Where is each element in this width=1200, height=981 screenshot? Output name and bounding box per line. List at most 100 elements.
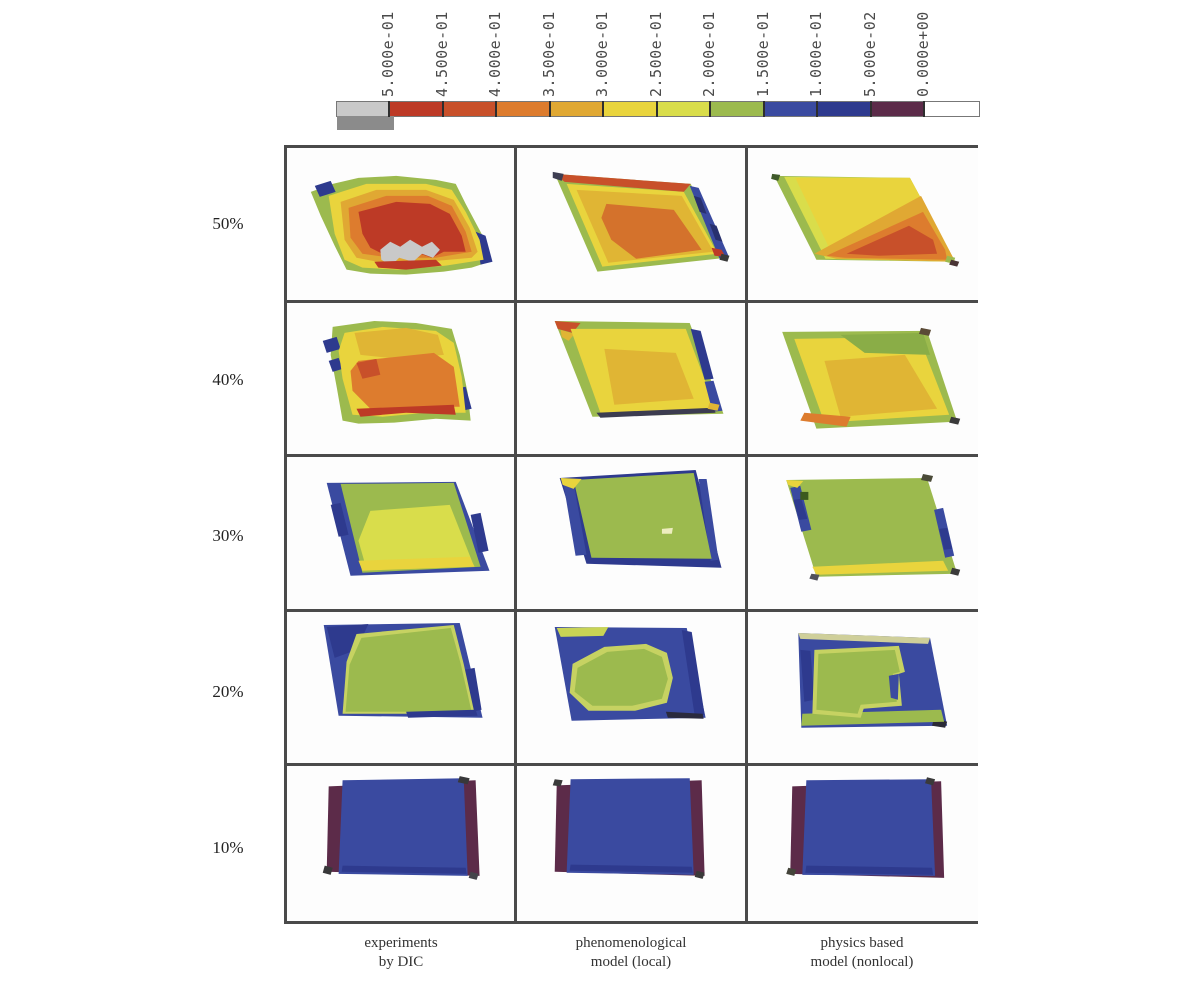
contour-band: [949, 567, 960, 576]
contour-band: [341, 866, 467, 875]
contour-band: [328, 357, 343, 372]
contour-plot: [322, 320, 472, 424]
contour-plot: [322, 776, 480, 881]
contour-band: [470, 513, 489, 553]
colorbar-tick-label: 4.000e-01: [486, 11, 504, 97]
contour-band: [846, 225, 937, 256]
contour-band: [354, 327, 444, 359]
contour-band: [457, 776, 470, 785]
contour-band: [812, 560, 948, 575]
row-label-30: 30%: [212, 526, 244, 545]
column-label-line2: by DIC: [378, 954, 424, 970]
colorbar-tick-label: 2.500e-01: [646, 11, 665, 97]
contour-plot: [553, 171, 730, 272]
colorbar-tick-label: 3.000e-01: [593, 11, 611, 97]
contour-band: [358, 505, 473, 569]
contour-band: [314, 180, 336, 197]
row-label-40: 40%: [212, 370, 244, 389]
contour-cell-r0-c1: [517, 148, 748, 303]
contour-band: [938, 528, 952, 550]
contour-band: [719, 253, 730, 262]
contour-band: [322, 336, 341, 353]
contour-band: [888, 673, 899, 700]
contour-band: [816, 649, 900, 714]
colorbar-tick: [923, 101, 925, 117]
contour-band: [463, 667, 482, 712]
row-label-10: 10%: [212, 838, 244, 857]
contour-band: [824, 354, 937, 417]
contour-cell-r1-c0: [287, 302, 518, 458]
contour-band: [358, 556, 475, 571]
colorbar-tick-label: 5.000e-02: [860, 11, 879, 97]
colorbar-segment: [817, 102, 871, 116]
colorbar-tick: [602, 101, 604, 117]
contour-band: [785, 868, 796, 877]
colorbar-tick: [869, 101, 872, 117]
colorbar-tick-label: 0.000e+00: [914, 11, 932, 97]
column-label-line2: model (local): [590, 954, 672, 970]
contour-cell-r3-c1: [517, 611, 748, 767]
contour-band: [596, 407, 716, 418]
colorbar-tick: [441, 101, 444, 117]
colorbar-segment: [870, 102, 924, 116]
column-label-line1: phenomenological: [575, 935, 687, 951]
contour-plot: [781, 327, 960, 429]
colorbar-segment: [763, 102, 817, 116]
contour-band: [695, 871, 705, 880]
contour-band: [799, 492, 809, 501]
contour-cell-r3-c2: [747, 611, 978, 767]
contour-grid: [284, 145, 978, 924]
contour-band: [799, 412, 851, 427]
contour-band: [356, 358, 381, 379]
contour-band: [573, 473, 712, 559]
colorbar-segment: [656, 102, 710, 116]
colorbar-tick: [388, 101, 390, 117]
colorbar-segment: [389, 102, 443, 116]
colorbar-tick: [548, 101, 551, 117]
colorbar-tick-label: 4.500e-01: [432, 11, 451, 97]
contour-plot: [785, 777, 944, 879]
contour-band: [561, 478, 582, 490]
colorbar-tick-label: 5.000e-01: [379, 11, 397, 97]
contour-cell-r1-c2: [747, 302, 978, 458]
contour-band: [561, 329, 575, 341]
contour-plot: [555, 320, 724, 418]
row-label-20: 20%: [212, 682, 244, 701]
contour-band: [406, 709, 478, 718]
contour-plot: [323, 622, 483, 718]
contour-band: [468, 872, 479, 881]
colorbar-tick: [816, 101, 818, 117]
contour-plot: [797, 632, 947, 728]
contour-band: [338, 778, 468, 877]
colorbar-segment: [442, 102, 496, 116]
contour-band: [797, 632, 930, 644]
contour-cell-r3-c0: [287, 611, 518, 767]
contour-band: [574, 648, 669, 706]
contour-band: [662, 528, 674, 534]
colorbar-tick: [762, 101, 765, 117]
contour-band: [785, 480, 803, 489]
contour-band: [698, 479, 719, 561]
contour-band: [709, 223, 723, 242]
contour-plot: [310, 175, 493, 275]
contour-band: [770, 173, 780, 181]
colorbar-tick: [709, 101, 711, 117]
contour-band: [566, 778, 695, 876]
contour-band: [682, 629, 705, 716]
contour-band: [785, 478, 957, 577]
contour-plot: [785, 474, 960, 581]
contour-band: [380, 239, 440, 266]
contour-plot: [555, 626, 706, 721]
colorbar-segment: [549, 102, 603, 116]
contour-band: [374, 259, 442, 270]
column-label-0: experiments by DIC: [286, 934, 516, 972]
colorbar-tick: [655, 101, 658, 117]
contour-band: [948, 259, 959, 267]
contour-band: [804, 866, 933, 876]
row-label-50: 50%: [212, 214, 244, 233]
contour-band: [601, 203, 702, 259]
contour-cell-r2-c0: [287, 457, 518, 612]
contour-band: [356, 404, 456, 417]
contour-band: [557, 626, 609, 637]
